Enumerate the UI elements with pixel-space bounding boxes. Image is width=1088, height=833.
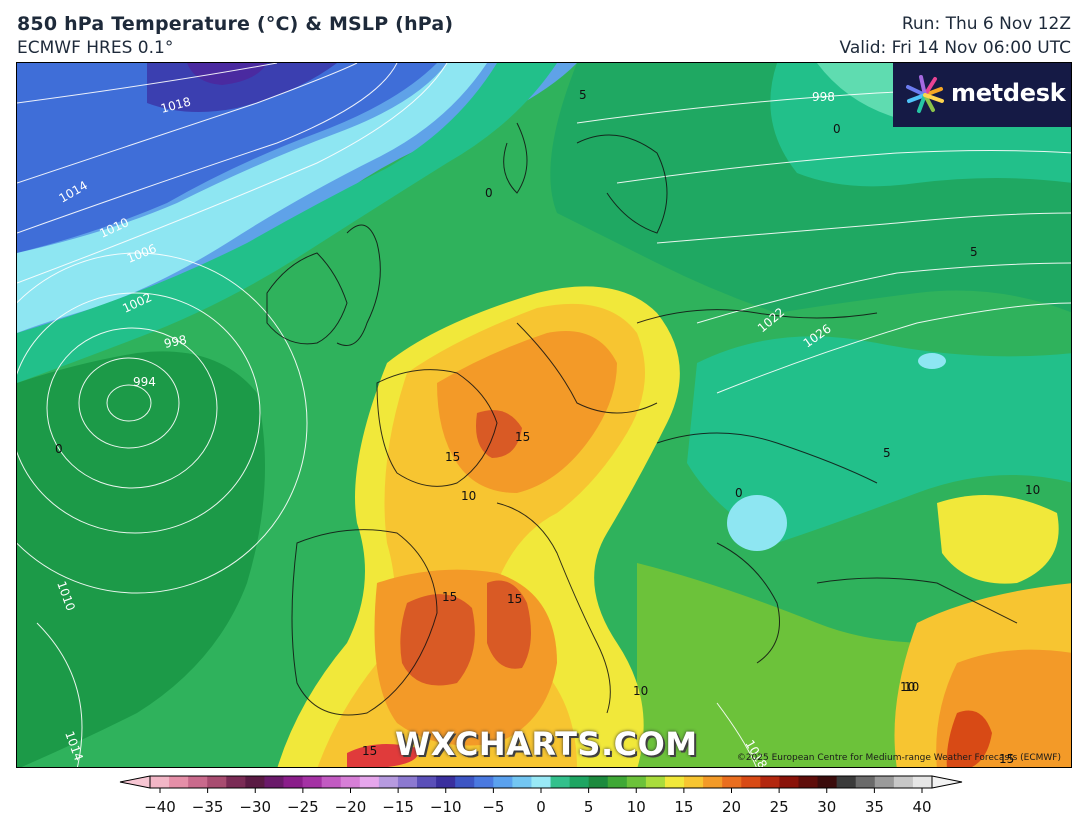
colorbar-tick-label: −40 (144, 798, 176, 816)
colorbar-swatch (378, 776, 399, 788)
model-label: ECMWF HRES 0.1° (17, 38, 174, 58)
colorbar-tick-label: −30 (239, 798, 272, 816)
colorbar-tick-label: 25 (769, 798, 789, 816)
colorbar-tick-label: −5 (482, 798, 505, 816)
colorbar-tick-label: 15 (674, 798, 694, 816)
colorbar-tick-label: 30 (817, 798, 837, 816)
colorbar-swatch (169, 776, 189, 788)
weather-map[interactable]: 1018 1014 1010 1006 1002 998 994 1022 1026 1018 10… (16, 62, 1072, 768)
colorbar-swatch (722, 776, 742, 788)
map-canvas: 1018101410101006100299899410221026101810… (17, 63, 1071, 767)
temperature-label: 15 (442, 590, 457, 604)
temperature-colorbar (119, 775, 963, 793)
colorbar-swatch (760, 776, 781, 788)
colorbar-tick-label: 0 (536, 798, 546, 816)
colorbar-swatch (245, 776, 266, 788)
colorbar-swatch (474, 776, 494, 788)
colorbar-tick-label: −35 (191, 798, 224, 816)
colorbar-swatch (264, 776, 285, 788)
isobar-label: 994 (133, 375, 156, 389)
colorbar-tick-label: 40 (912, 798, 932, 816)
metdesk-wordmark: metdesk (951, 79, 1066, 107)
colorbar-swatch (626, 776, 647, 788)
colorbar-swatch (607, 776, 628, 788)
wxcharts-watermark: WXCHARTS.COM (395, 725, 698, 763)
colorbar-tick-label: 10 (626, 798, 646, 816)
colorbar-tick-label: −10 (429, 798, 462, 816)
isobar-label: 998 (163, 332, 188, 350)
temperature-label: 0 (55, 442, 63, 456)
colorbar-swatch (741, 776, 761, 788)
colorbar-swatch (912, 776, 933, 788)
colorbar-swatch (550, 776, 571, 788)
run-time: Run: Thu 6 Nov 12Z (901, 14, 1071, 34)
colorbar-tick-label: 5 (583, 798, 594, 816)
temperature-label: 15 (362, 744, 377, 758)
colorbar-swatch (493, 776, 513, 788)
chart-title: 850 hPa Temperature (°C) & MSLP (hPa) (17, 13, 454, 35)
colorbar-swatch (397, 776, 418, 788)
temperature-label: 10 (900, 680, 915, 694)
colorbar-swatch (226, 776, 246, 788)
metdesk-burst-icon (906, 75, 944, 113)
temperature-label: 10 (633, 684, 648, 698)
colorbar-swatch (798, 776, 819, 788)
colorbar-swatch (417, 776, 437, 788)
isobar-label: 998 (812, 90, 835, 104)
temperature-label: 0 (485, 186, 493, 200)
colorbar-swatch (893, 776, 914, 788)
colorbar-swatch (855, 776, 876, 788)
colorbar-swatch (436, 776, 456, 788)
temperature-label: 15 (507, 592, 522, 606)
colorbar-swatch (874, 776, 895, 788)
colorbar-tick-label: −25 (287, 798, 319, 816)
colorbar-swatch (321, 776, 342, 788)
colorbar-swatch (188, 776, 208, 788)
temperature-label: 15 (999, 752, 1014, 766)
colorbar-swatch (645, 776, 666, 788)
valid-time: Valid: Fri 14 Nov 06:00 UTC (839, 38, 1071, 58)
ecmwf-copyright: ©2025 European Centre for Medium-range W… (736, 753, 1061, 763)
metdesk-logo[interactable]: metdesk (893, 63, 1071, 127)
temperature-label: 10 (904, 680, 919, 694)
colorbar-tick-label: −15 (382, 798, 414, 816)
temperature-label: 0 (833, 122, 841, 136)
colorbar-swatch (836, 776, 857, 788)
colorbar-swatch (588, 776, 609, 788)
colorbar-swatch (512, 776, 533, 788)
colorbar-swatch (283, 776, 304, 788)
colorbar-swatch (150, 776, 170, 788)
colorbar-swatch (817, 776, 838, 788)
colorbar-swatch (531, 776, 552, 788)
temperature-label: 15 (515, 430, 530, 444)
colorbar-swatch (340, 776, 361, 788)
colorbar-swatch (684, 776, 704, 788)
colorbar-max-arrow (931, 775, 963, 789)
colorbar-swatch (455, 776, 475, 788)
temperature-label: 0 (735, 486, 743, 500)
colorbar-swatch (569, 776, 590, 788)
colorbar-swatch (779, 776, 800, 788)
colorbar-swatch (302, 776, 323, 788)
colorbar-swatch (207, 776, 227, 788)
colorbar-swatch (359, 776, 380, 788)
temperature-label: 5 (579, 88, 587, 102)
temperature-label: 5 (970, 245, 978, 259)
colorbar-min-arrow (119, 775, 151, 789)
temperature-label: 15 (445, 450, 460, 464)
colorbar-tick-label: 35 (864, 798, 884, 816)
colorbar-swatch (664, 776, 685, 788)
temperature-label: 10 (1025, 483, 1040, 497)
temperature-label: 10 (461, 489, 476, 503)
temperature-label: 5 (883, 446, 891, 460)
colorbar-tick-label: 20 (721, 798, 742, 816)
colorbar-swatch (703, 776, 723, 788)
colorbar-tick-label: −20 (334, 798, 367, 816)
